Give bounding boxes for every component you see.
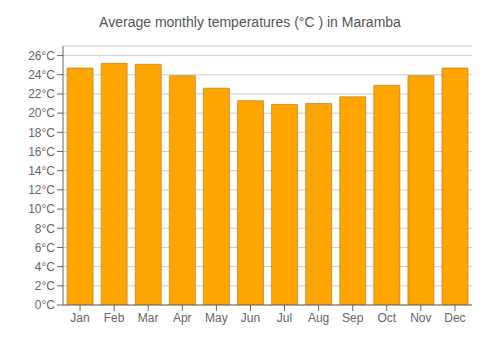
svg-text:May: May [205,311,228,325]
svg-text:Jan: Jan [70,311,89,325]
svg-text:Dec: Dec [444,311,465,325]
svg-text:2°C: 2°C [35,279,55,293]
svg-text:Apr: Apr [173,311,192,325]
svg-text:Mar: Mar [138,311,159,325]
svg-text:Sep: Sep [342,311,364,325]
svg-text:6°C: 6°C [35,241,55,255]
svg-text:20°C: 20°C [28,106,55,120]
svg-text:4°C: 4°C [35,260,55,274]
svg-text:Aug: Aug [308,311,329,325]
svg-text:16°C: 16°C [28,145,55,159]
svg-text:Jun: Jun [241,311,260,325]
svg-text:0°C: 0°C [35,298,55,312]
svg-text:10°C: 10°C [28,202,55,216]
svg-text:8°C: 8°C [35,222,55,236]
svg-text:26°C: 26°C [28,49,55,63]
svg-text:Nov: Nov [410,311,431,325]
svg-text:18°C: 18°C [28,126,55,140]
svg-text:22°C: 22°C [28,87,55,101]
svg-text:Oct: Oct [377,311,396,325]
svg-text:24°C: 24°C [28,68,55,82]
svg-text:12°C: 12°C [28,183,55,197]
svg-text:Feb: Feb [104,311,125,325]
svg-text:Jul: Jul [277,311,292,325]
html-text:Average monthly temperatures (: Average monthly temperatures (°C ) in Ma… [99,14,401,30]
svg-text:14°C: 14°C [28,164,55,178]
